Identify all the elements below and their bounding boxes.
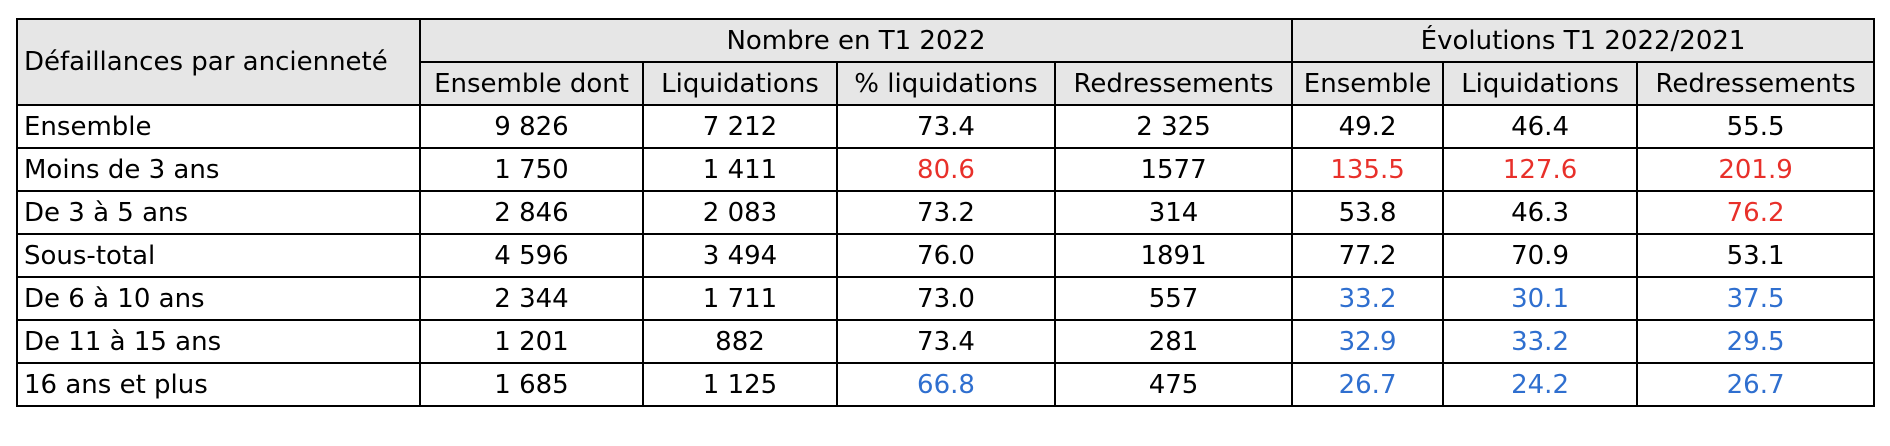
row-label: Moins de 3 ans bbox=[16, 147, 421, 192]
table-cell: 1 750 bbox=[419, 147, 644, 192]
group-header: Nombre en T1 2022 bbox=[418, 18, 1294, 63]
header-row: Défaillances par ancienneté Nombre en T1 … bbox=[16, 18, 1876, 106]
table-cell: 53.8 bbox=[1291, 190, 1445, 235]
table-row: Ensemble 9 826 7 212 73.4 2 325 49.2 46.4 55.5 bbox=[16, 104, 1876, 149]
table-cell: 37.5 bbox=[1636, 276, 1876, 321]
table-cell: 32.9 bbox=[1291, 319, 1445, 364]
table-cell: 1 125 bbox=[642, 362, 838, 407]
table-row: De 11 à 15 ans 1 201 882 73.4 281 32.9 33.2 29.… bbox=[16, 319, 1876, 364]
column-header: Redressements bbox=[1636, 61, 1876, 106]
table-row: 16 ans et plus 1 685 1 125 66.8 475 26.7 24.2 2… bbox=[16, 362, 1876, 407]
table-cell: 1891 bbox=[1053, 233, 1294, 278]
table-cell: 2 344 bbox=[419, 276, 644, 321]
table-cell: 1 201 bbox=[419, 319, 644, 364]
table-cell: 24.2 bbox=[1442, 362, 1639, 407]
table-cell: 882 bbox=[642, 319, 838, 364]
table-cell: 1577 bbox=[1053, 147, 1294, 192]
table-row: De 3 à 5 ans 2 846 2 083 73.2 314 53.8 46.3 76.… bbox=[16, 190, 1876, 235]
table-cell: 73.0 bbox=[836, 276, 1056, 321]
table-header: Défaillances par ancienneté Nombre en T1 … bbox=[16, 18, 1876, 106]
column-header: Liquidations bbox=[642, 61, 838, 106]
table-cell: 314 bbox=[1053, 190, 1294, 235]
table-cell: 53.1 bbox=[1636, 233, 1876, 278]
subheader-row: Ensemble dont Liquidations% liquidations R… bbox=[17, 61, 1876, 106]
table-cell: 1 711 bbox=[642, 276, 838, 321]
table-cell: 127.6 bbox=[1442, 147, 1639, 192]
table-cell: 135.5 bbox=[1291, 147, 1445, 192]
table-cell: 557 bbox=[1053, 276, 1294, 321]
table-cell: 55.5 bbox=[1636, 104, 1876, 149]
table-body: Ensemble 9 826 7 212 73.4 2 325 49.2 46.4 55.5 M… bbox=[16, 104, 1876, 407]
table-cell: 4 596 bbox=[419, 233, 644, 278]
table-cell: 33.2 bbox=[1291, 276, 1445, 321]
table-cell: 46.4 bbox=[1442, 104, 1639, 149]
column-header: Ensemble dont bbox=[419, 61, 644, 106]
table-cell: 475 bbox=[1053, 362, 1294, 407]
column-header: Ensemble bbox=[1291, 61, 1445, 106]
table-cell: 73.4 bbox=[836, 104, 1056, 149]
table-cell: 76.2 bbox=[1636, 190, 1876, 235]
column-header: Liquidations bbox=[1442, 61, 1639, 106]
data-table: Défaillances par ancienneté Nombre en T1 … bbox=[16, 18, 1876, 407]
corner-header: Défaillances par ancienneté bbox=[16, 18, 421, 106]
table-cell: 201.9 bbox=[1636, 147, 1876, 192]
group-header: Évolutions T1 2022/2021 bbox=[1291, 18, 1876, 63]
table-cell: 1 685 bbox=[419, 362, 644, 407]
table-cell: 26.7 bbox=[1291, 362, 1445, 407]
table-cell: 49.2 bbox=[1291, 104, 1445, 149]
row-label: De 6 à 10 ans bbox=[16, 276, 421, 321]
table-cell: 73.4 bbox=[836, 319, 1056, 364]
table-cell: 1 411 bbox=[642, 147, 838, 192]
table-cell: 281 bbox=[1053, 319, 1294, 364]
table-cell: 2 083 bbox=[642, 190, 838, 235]
row-label: Sous-total bbox=[16, 233, 421, 278]
table-cell: 7 212 bbox=[642, 104, 838, 149]
table-row: De 6 à 10 ans 2 344 1 711 73.0 557 33.2 30.1 37… bbox=[16, 276, 1876, 321]
column-header: Redressements bbox=[1053, 61, 1294, 106]
table-cell: 77.2 bbox=[1291, 233, 1445, 278]
table-cell: 73.2 bbox=[836, 190, 1056, 235]
row-label: 16 ans et plus bbox=[16, 362, 421, 407]
row-label: Ensemble bbox=[16, 104, 421, 149]
table-cell: 29.5 bbox=[1636, 319, 1876, 364]
table-cell: 33.2 bbox=[1442, 319, 1639, 364]
table-cell: 80.6 bbox=[836, 147, 1056, 192]
column-header: % liquidations bbox=[836, 61, 1056, 106]
table-cell: 2 846 bbox=[419, 190, 644, 235]
table-cell: 2 325 bbox=[1053, 104, 1294, 149]
table-row: Sous-total 4 596 3 494 76.0 1891 77.2 70.9 53.1 bbox=[16, 233, 1876, 278]
table-cell: 46.3 bbox=[1442, 190, 1639, 235]
table-cell: 26.7 bbox=[1636, 362, 1876, 407]
row-label: De 3 à 5 ans bbox=[16, 190, 421, 235]
row-label: De 11 à 15 ans bbox=[16, 319, 421, 364]
table-row: Moins de 3 ans 1 750 1 411 80.6 1577 135.5 127… bbox=[16, 147, 1876, 192]
table-cell: 9 826 bbox=[419, 104, 644, 149]
table-cell: 76.0 bbox=[836, 233, 1056, 278]
table-cell: 70.9 bbox=[1442, 233, 1639, 278]
table-cell: 30.1 bbox=[1442, 276, 1639, 321]
table-cell: 66.8 bbox=[836, 362, 1056, 407]
table-cell: 3 494 bbox=[642, 233, 838, 278]
